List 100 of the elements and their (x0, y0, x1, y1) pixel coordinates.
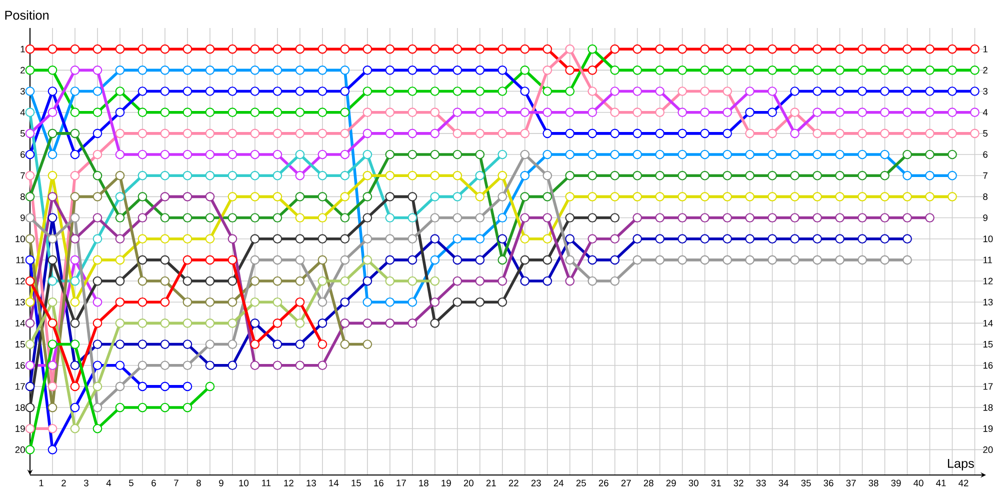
point (250, 170, 260, 180)
point (430, 213, 440, 222)
point (48, 150, 58, 160)
y2-tick-label: 20 (983, 446, 993, 453)
point (205, 86, 215, 96)
point (745, 192, 754, 202)
point (340, 297, 350, 307)
point (565, 108, 575, 118)
point (205, 297, 215, 307)
point (48, 234, 58, 244)
point (588, 66, 598, 75)
point (48, 255, 58, 265)
x-tick-label: 11 (262, 480, 271, 486)
point (250, 234, 260, 244)
point (138, 340, 148, 349)
point (408, 44, 418, 54)
y-tick-label: 10 (16, 236, 25, 242)
y2-tick-label: 15 (983, 341, 993, 348)
x-tick-label: 31 (711, 480, 721, 486)
point (318, 108, 328, 118)
point (475, 128, 485, 138)
point (385, 297, 395, 307)
point (385, 192, 395, 202)
point (205, 234, 215, 244)
point (902, 150, 912, 160)
point (160, 340, 170, 349)
point (542, 234, 552, 244)
point (565, 150, 575, 160)
point (48, 44, 58, 54)
point (655, 213, 665, 222)
point (565, 234, 575, 244)
point (925, 86, 934, 96)
point (250, 86, 260, 96)
point (250, 340, 260, 349)
y2-tick-label: 13 (983, 298, 993, 306)
point (48, 66, 58, 75)
point (700, 192, 710, 202)
point (115, 86, 125, 96)
point (722, 108, 732, 118)
y-tick-label: 3 (20, 88, 25, 95)
point (475, 66, 485, 75)
point (92, 297, 102, 307)
point (790, 108, 800, 118)
point (318, 234, 328, 244)
point (498, 297, 508, 307)
point (205, 382, 215, 392)
point (970, 86, 980, 96)
point (835, 128, 844, 138)
y-tick-label: 16 (16, 362, 25, 369)
point (588, 170, 598, 180)
point (858, 44, 867, 54)
y2-tick-label: 12 (983, 278, 993, 284)
point (610, 66, 620, 75)
point (362, 192, 372, 202)
point (362, 86, 372, 96)
x-tick-label: 2 (62, 480, 66, 486)
point (272, 360, 282, 370)
point (768, 170, 777, 180)
point (160, 170, 170, 180)
x-tick-label: 35 (801, 480, 811, 486)
point (790, 66, 800, 75)
point (138, 66, 148, 75)
point (858, 66, 867, 75)
point (295, 150, 305, 160)
point (182, 170, 192, 180)
y2-tick-label: 14 (983, 320, 993, 326)
point (745, 255, 754, 265)
point (655, 86, 665, 96)
point (542, 213, 552, 222)
point (768, 255, 777, 265)
point (70, 382, 80, 392)
point (475, 234, 485, 244)
point (452, 276, 462, 286)
point (588, 192, 598, 202)
point (160, 318, 170, 328)
point (92, 44, 102, 54)
y-tick-label: 6 (20, 151, 25, 158)
x-tick-label: 36 (824, 480, 834, 486)
point (542, 150, 552, 160)
point (250, 150, 260, 160)
point (678, 150, 688, 160)
point (295, 360, 305, 370)
point (272, 170, 282, 180)
point (272, 213, 282, 222)
point (880, 44, 890, 54)
point (430, 318, 440, 328)
y2-tick-label: 7 (983, 172, 988, 179)
x-tick-label: 29 (666, 480, 676, 486)
y2-tick-label: 5 (983, 130, 988, 137)
point (678, 234, 688, 244)
point (295, 234, 305, 244)
point (138, 213, 148, 222)
point (498, 108, 508, 118)
point (92, 192, 102, 202)
point (182, 297, 192, 307)
x-tick-label: 12 (284, 480, 294, 486)
point (70, 213, 80, 222)
x-tick-label: 15 (352, 480, 361, 486)
point (70, 150, 80, 160)
point (115, 255, 125, 265)
